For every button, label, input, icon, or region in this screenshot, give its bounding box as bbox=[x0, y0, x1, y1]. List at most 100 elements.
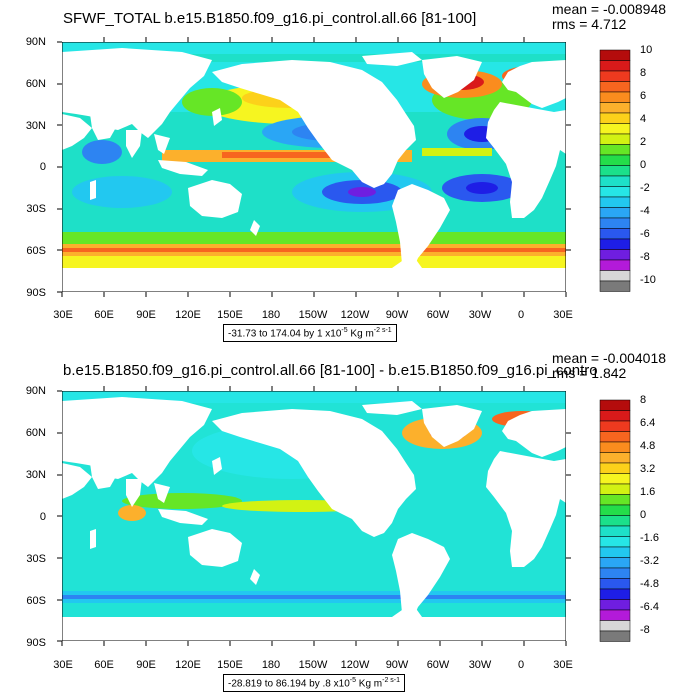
colorbar-swatch bbox=[599, 217, 631, 229]
colorbar-label: 6.4 bbox=[640, 417, 656, 429]
colorbar-swatch bbox=[599, 578, 631, 590]
range-unit-exp: -2 s-1 bbox=[373, 327, 392, 334]
colorbar-swatch bbox=[599, 249, 631, 261]
colorbar-swatch bbox=[599, 175, 631, 187]
colorbar-swatch bbox=[599, 81, 631, 93]
colorbar-swatch bbox=[599, 494, 631, 506]
range-unit: Kg m bbox=[347, 328, 374, 340]
panel-2-mean: mean = -0.004018 bbox=[552, 350, 667, 366]
colorbar-label: 2 bbox=[640, 136, 647, 148]
lat-label: 0 bbox=[39, 511, 46, 523]
colorbar-swatch bbox=[599, 399, 631, 411]
lon-label: 150E bbox=[217, 309, 243, 321]
colorbar-swatch bbox=[599, 49, 631, 61]
colorbar-swatch bbox=[599, 165, 631, 177]
colorbar-label: 10 bbox=[640, 44, 653, 56]
colorbar-label: -4 bbox=[640, 205, 650, 217]
colorbar-label: 0 bbox=[640, 159, 647, 171]
lon-label: 120W bbox=[340, 659, 370, 671]
range-text: -31.73 to 174.04 by 1 x10 bbox=[228, 328, 342, 340]
panel-2-rms: rms = 1.842 bbox=[552, 365, 627, 381]
colorbar-label: 3.2 bbox=[640, 463, 656, 475]
colorbar-label: 1.6 bbox=[640, 486, 656, 498]
lon-label: 90W bbox=[385, 659, 409, 671]
lat-label: 90N bbox=[25, 36, 46, 48]
colorbar-swatch bbox=[599, 91, 631, 103]
lon-label: 30W bbox=[468, 309, 492, 321]
colorbar-swatch bbox=[599, 431, 631, 443]
panel-2-colorbar bbox=[599, 399, 631, 642]
colorbar-swatch bbox=[599, 238, 631, 250]
colorbar-swatch bbox=[599, 483, 631, 495]
colorbar-swatch bbox=[599, 546, 631, 558]
panel-1-ticks bbox=[57, 37, 571, 297]
colorbar-swatch bbox=[599, 196, 631, 208]
panel-1-map bbox=[62, 42, 566, 292]
colorbar-swatch bbox=[599, 410, 631, 422]
lon-label: 0 bbox=[517, 659, 525, 671]
lat-label: 90S bbox=[26, 287, 46, 299]
lon-label: 180 bbox=[261, 309, 281, 321]
lon-label: 30E bbox=[53, 309, 73, 321]
range-exp: -5 bbox=[349, 677, 356, 684]
colorbar-swatch bbox=[599, 102, 631, 114]
colorbar-label: -6.4 bbox=[640, 601, 659, 613]
lat-label: 90S bbox=[26, 637, 46, 649]
panel-1-contour-range: -31.73 to 174.04 by 1 x10-5 Kg m-2 s-1 bbox=[223, 324, 397, 343]
lon-label: 120W bbox=[340, 309, 370, 321]
range-unit-exp: -2 s-1 bbox=[382, 677, 401, 684]
lat-label: 30N bbox=[25, 120, 46, 132]
panel-2-contour-range: -28.819 to 86.194 by .8 x10-5 Kg m-2 s-1 bbox=[223, 674, 406, 693]
lon-label: 60E bbox=[94, 309, 114, 321]
lat-label: 60S bbox=[26, 245, 46, 257]
panel-1-rms: rms = 4.712 bbox=[552, 16, 627, 32]
lat-label: 60S bbox=[26, 595, 46, 607]
colorbar-swatch bbox=[599, 473, 631, 485]
colorbar-swatch bbox=[599, 599, 631, 611]
lon-label: 150W bbox=[298, 309, 328, 321]
range-text: -28.819 to 86.194 by .8 x10 bbox=[228, 678, 350, 690]
colorbar-swatch bbox=[599, 441, 631, 453]
colorbar-swatch bbox=[599, 567, 631, 579]
lon-label: 30E bbox=[553, 309, 573, 321]
lon-label: 150W bbox=[298, 659, 328, 671]
colorbar-swatch bbox=[599, 630, 631, 642]
colorbar-swatch bbox=[599, 588, 631, 600]
colorbar-label: -2 bbox=[640, 182, 650, 194]
lon-label: 60E bbox=[94, 659, 114, 671]
colorbar-swatch bbox=[599, 620, 631, 632]
colorbar-swatch bbox=[599, 259, 631, 271]
colorbar-label: -3.2 bbox=[640, 555, 659, 567]
panel-1-title: SFWF_TOTAL b.e15.B1850.f09_g16.pi_contro… bbox=[63, 10, 477, 27]
colorbar-label: 8 bbox=[640, 394, 647, 406]
lat-label: 30S bbox=[26, 553, 46, 565]
colorbar-swatch bbox=[599, 452, 631, 464]
colorbar-swatch bbox=[599, 123, 631, 135]
colorbar-label: -6 bbox=[640, 228, 650, 240]
colorbar-swatch bbox=[599, 133, 631, 145]
colorbar-label: 4.8 bbox=[640, 440, 656, 452]
panel-2-ticks bbox=[57, 386, 571, 646]
colorbar-swatch bbox=[599, 154, 631, 166]
panel-1-mean: mean = -0.008948 bbox=[552, 1, 667, 17]
colorbar-swatch bbox=[599, 462, 631, 474]
colorbar-swatch bbox=[599, 280, 631, 292]
lon-label: 90W bbox=[385, 309, 409, 321]
lon-label: 60W bbox=[426, 659, 450, 671]
lat-label: 30N bbox=[25, 469, 46, 481]
colorbar-swatch bbox=[599, 557, 631, 569]
panel-2-title: b.e15.B1850.f09_g16.pi_control.all.66 [8… bbox=[63, 362, 598, 379]
lon-label: 180 bbox=[261, 659, 281, 671]
lon-label: 30W bbox=[468, 659, 492, 671]
panel-2-map bbox=[62, 391, 566, 641]
lat-label: 30S bbox=[26, 203, 46, 215]
colorbar-swatch bbox=[599, 60, 631, 72]
panel-1-colorbar bbox=[599, 49, 631, 292]
colorbar-label: -8 bbox=[640, 251, 650, 263]
lat-label: 60N bbox=[25, 78, 46, 90]
lat-label: 60N bbox=[25, 427, 46, 439]
lon-label: 0 bbox=[517, 309, 525, 321]
lon-label: 60W bbox=[426, 309, 450, 321]
colorbar-label: 6 bbox=[640, 90, 647, 102]
lon-label: 90E bbox=[136, 659, 156, 671]
